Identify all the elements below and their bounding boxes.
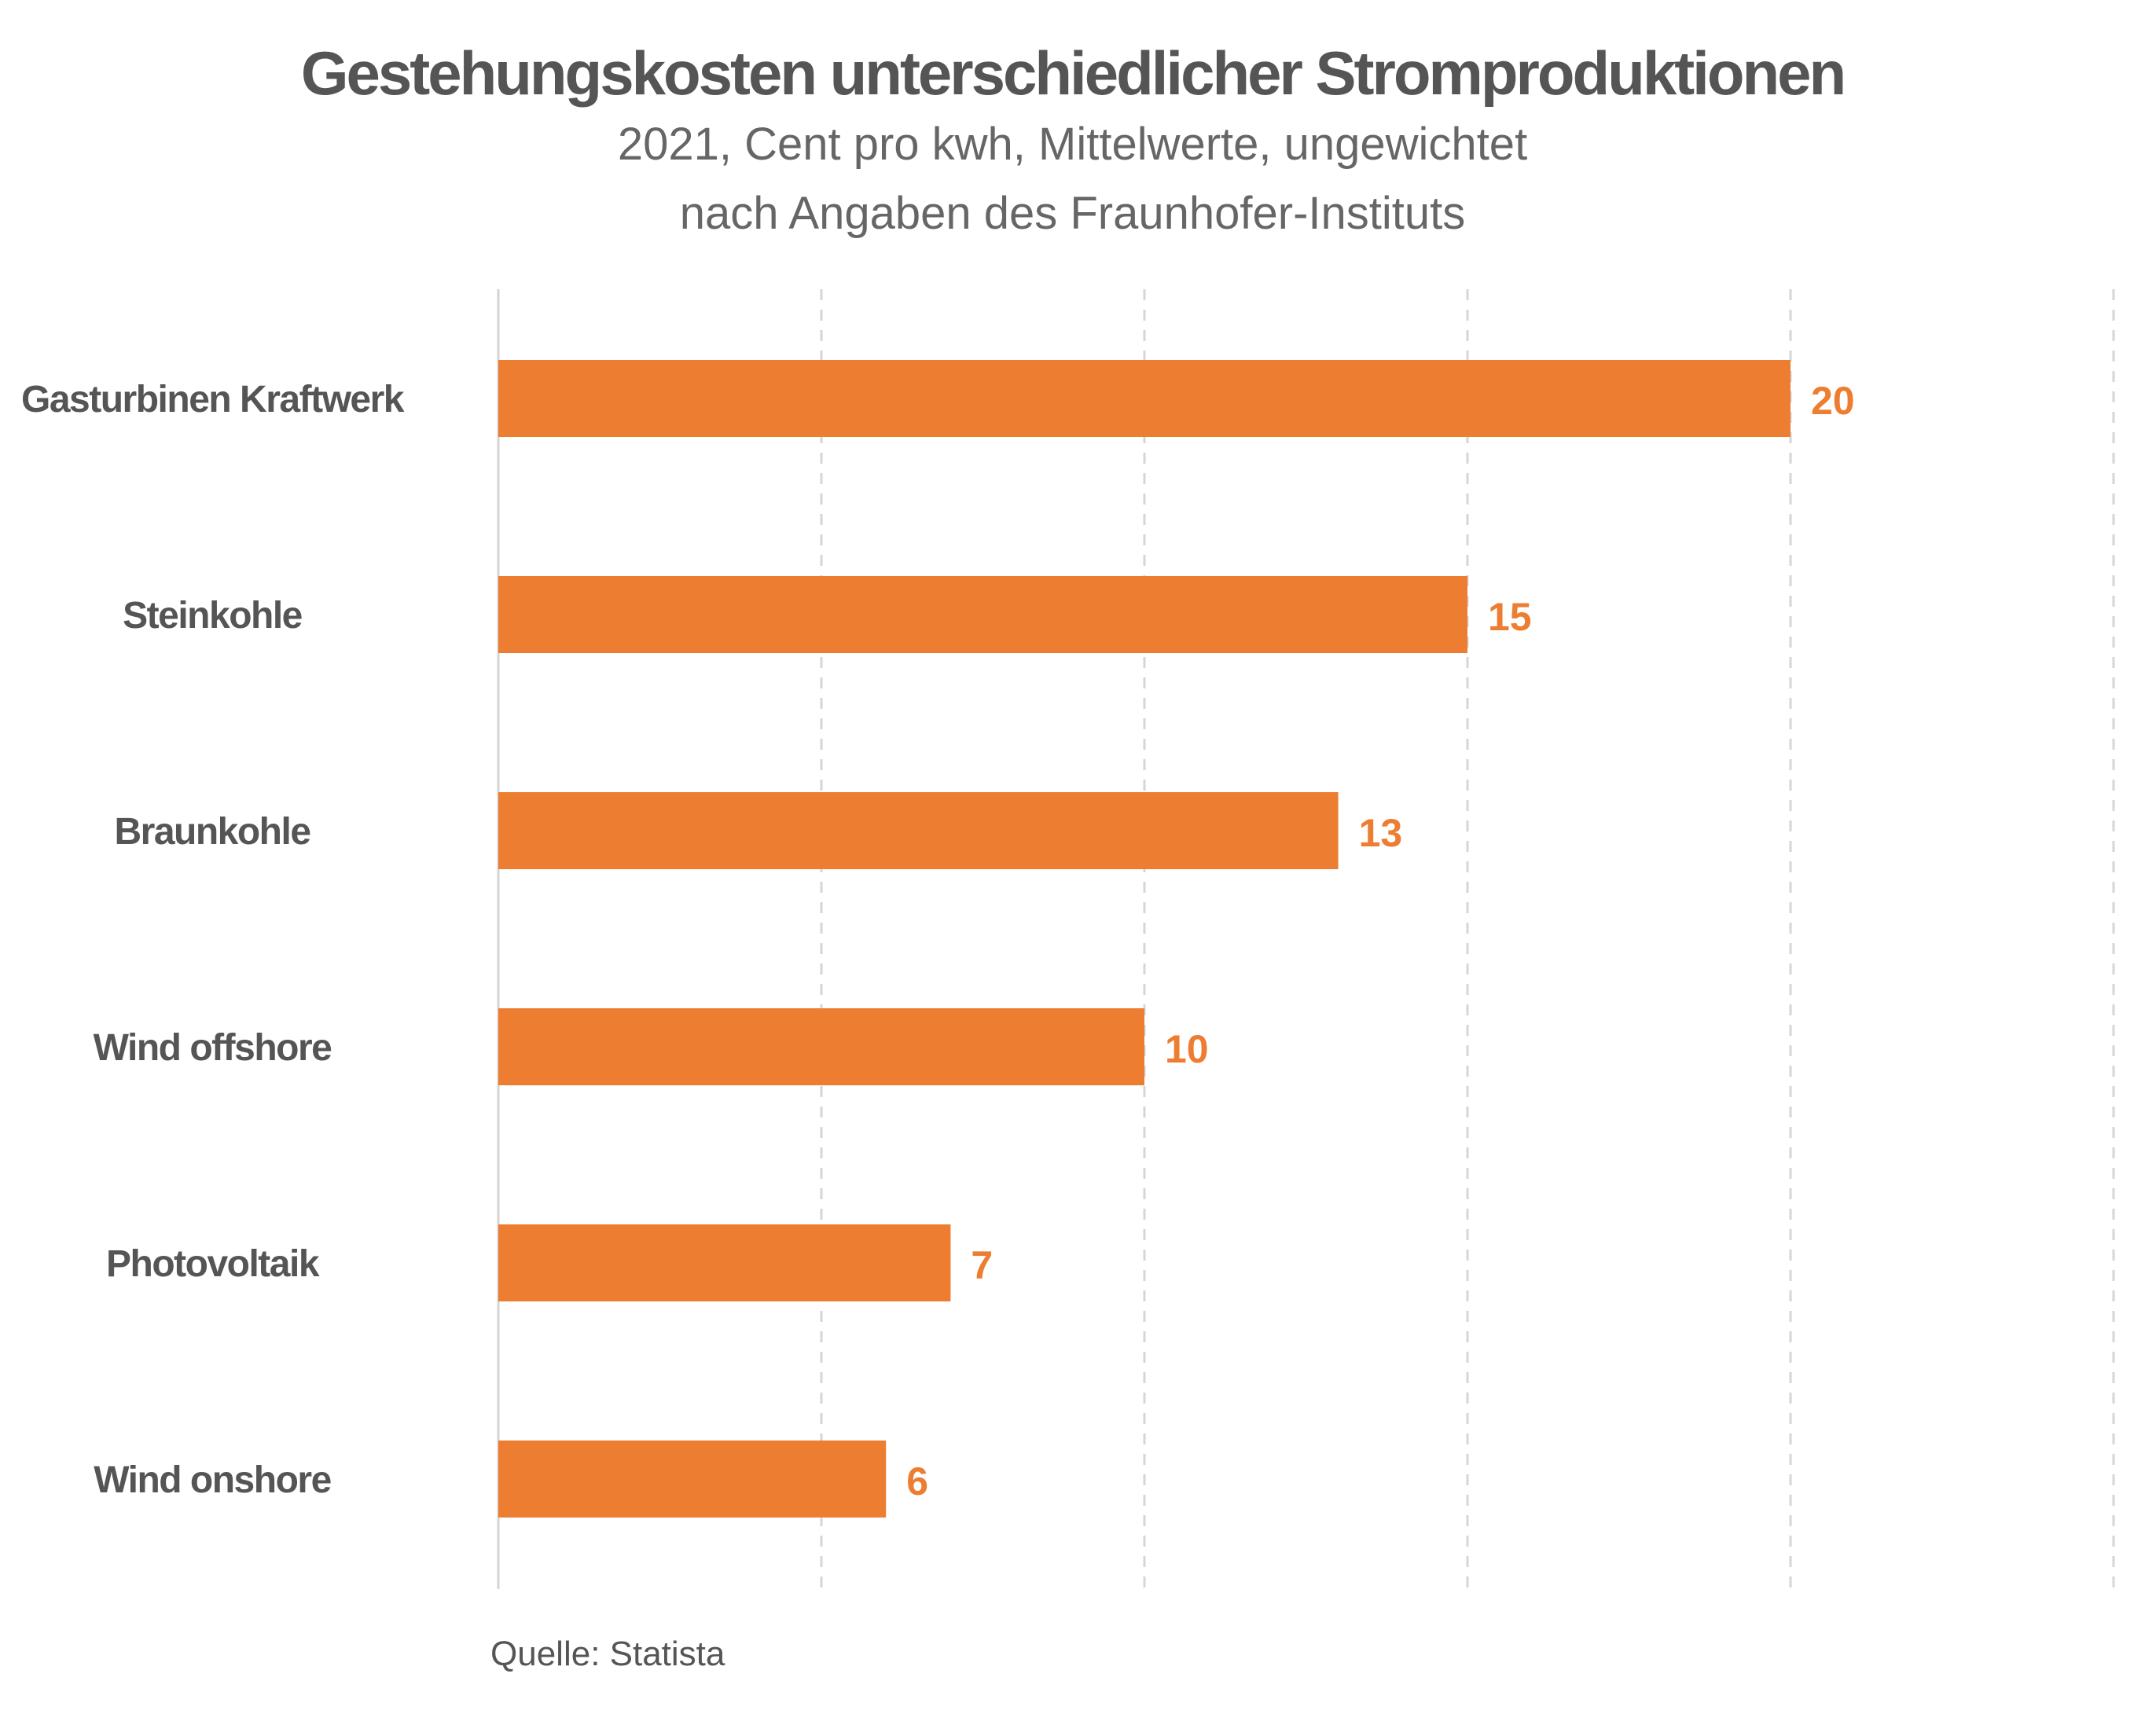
bar: [498, 792, 1339, 869]
data-label: 10: [1165, 1027, 1209, 1071]
bar: [498, 1008, 1144, 1085]
chart-title: Gestehungskosten unterschiedlicher Strom…: [300, 39, 1846, 108]
grid-layer: [497, 289, 2115, 1589]
data-label: 7: [971, 1243, 993, 1287]
bar: [498, 1441, 887, 1518]
bar: [498, 576, 1467, 653]
category-label: Wind offshore: [94, 1027, 332, 1069]
category-label: Steinkohle: [123, 595, 303, 637]
category-label: Gasturbinen Kraftwerk: [21, 379, 405, 420]
data-label: 15: [1488, 595, 1532, 639]
category-label: Wind onshore: [94, 1459, 331, 1501]
data-label: 13: [1359, 811, 1403, 855]
source-note: Quelle: Statista: [490, 1635, 725, 1673]
data-label: 20: [1811, 379, 1855, 423]
bar: [498, 360, 1791, 437]
bar: [498, 1224, 951, 1301]
label-layer: Gasturbinen Kraftwerk 20 Steinkohle 15 Braun…: [21, 379, 1855, 1503]
chart-subtitle-line-1: 2021, Cent pro kwh, Mittelwerte, ungewic…: [617, 119, 1528, 170]
chart-subtitle-line-2: nach Angaben des Fraunhofer-Instituts: [679, 188, 1466, 239]
bar-layer: [498, 360, 1791, 1518]
data-label: 6: [906, 1459, 928, 1503]
category-label: Photovoltaik: [106, 1243, 320, 1285]
category-label: Braunkohle: [114, 811, 310, 853]
